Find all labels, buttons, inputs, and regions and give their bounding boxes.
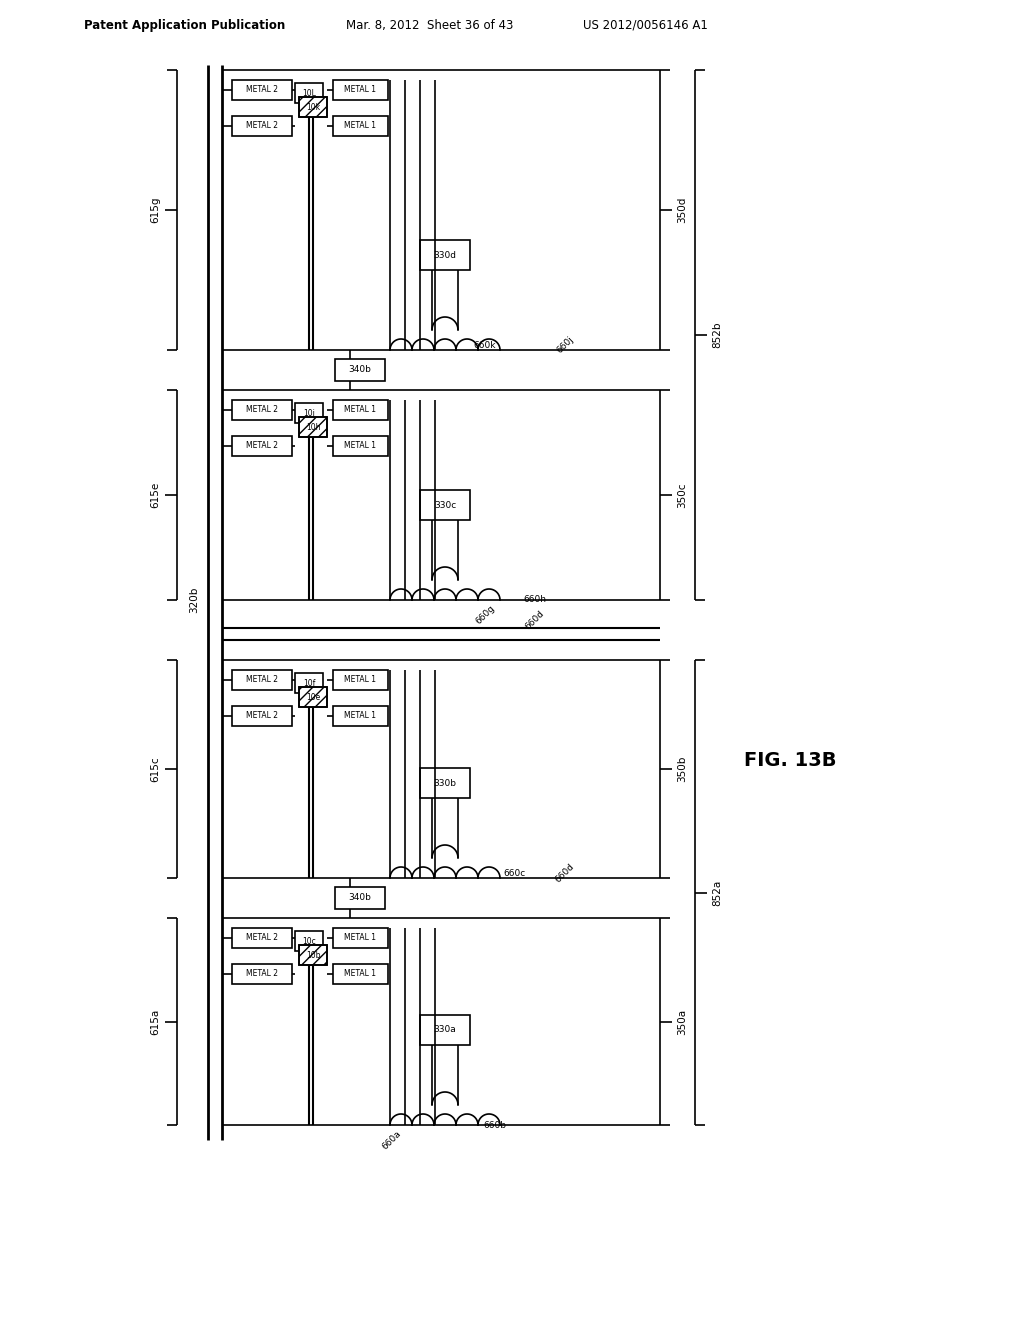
Bar <box>232 964 292 983</box>
Bar <box>299 945 327 965</box>
Bar <box>420 768 470 799</box>
Text: 350b: 350b <box>677 756 687 783</box>
Text: METAL 1: METAL 1 <box>344 441 377 450</box>
Bar <box>232 706 292 726</box>
Text: 350c: 350c <box>677 482 687 508</box>
Bar <box>333 436 388 455</box>
Text: METAL 2: METAL 2 <box>246 405 278 414</box>
Bar <box>420 240 470 271</box>
Text: 330b: 330b <box>433 779 457 788</box>
Bar <box>299 686 327 708</box>
Text: 340b: 340b <box>348 894 372 903</box>
Text: 330c: 330c <box>434 500 456 510</box>
Text: US 2012/0056146 A1: US 2012/0056146 A1 <box>583 18 708 32</box>
Text: METAL 2: METAL 2 <box>246 933 278 942</box>
Text: 10b: 10b <box>306 950 321 960</box>
Bar <box>232 400 292 420</box>
Text: 10i: 10i <box>303 408 315 417</box>
Bar <box>299 945 327 965</box>
Bar <box>295 673 323 693</box>
Bar <box>333 671 388 690</box>
Text: 615a: 615a <box>150 1008 160 1035</box>
Text: Patent Application Publication: Patent Application Publication <box>84 18 286 32</box>
Text: 320b: 320b <box>189 587 199 614</box>
Text: METAL 1: METAL 1 <box>344 676 377 685</box>
Text: 660g: 660g <box>474 603 497 626</box>
Text: 615g: 615g <box>150 197 160 223</box>
Text: 10k: 10k <box>306 103 321 111</box>
Bar <box>232 671 292 690</box>
Text: 10c: 10c <box>302 936 315 945</box>
Bar <box>333 116 388 136</box>
Text: 660b: 660b <box>483 1121 507 1130</box>
Text: 340b: 340b <box>348 366 372 375</box>
Bar <box>299 686 327 708</box>
Bar <box>232 928 292 948</box>
Text: 330d: 330d <box>433 251 457 260</box>
Bar <box>333 400 388 420</box>
Text: METAL 2: METAL 2 <box>246 86 278 95</box>
Text: 660c: 660c <box>504 869 526 878</box>
Text: 660d: 660d <box>523 609 547 631</box>
Bar <box>420 1015 470 1045</box>
Bar <box>299 96 327 117</box>
Bar <box>299 96 327 117</box>
Bar <box>333 81 388 100</box>
Bar <box>335 359 385 381</box>
Text: METAL 1: METAL 1 <box>344 405 377 414</box>
Text: 852a: 852a <box>712 879 722 906</box>
Text: METAL 2: METAL 2 <box>246 441 278 450</box>
Bar <box>232 116 292 136</box>
Text: METAL 1: METAL 1 <box>344 711 377 721</box>
Text: 350a: 350a <box>677 1008 687 1035</box>
Bar <box>295 403 323 422</box>
Text: METAL 1: METAL 1 <box>344 121 377 131</box>
Bar <box>232 436 292 455</box>
Text: 660h: 660h <box>523 595 547 605</box>
Bar <box>333 706 388 726</box>
Text: 615c: 615c <box>150 756 160 781</box>
Text: 660a: 660a <box>381 1129 403 1151</box>
Bar <box>295 931 323 950</box>
Text: METAL 1: METAL 1 <box>344 933 377 942</box>
Text: Mar. 8, 2012  Sheet 36 of 43: Mar. 8, 2012 Sheet 36 of 43 <box>346 18 514 32</box>
Text: 660j: 660j <box>555 335 575 355</box>
Bar <box>299 417 327 437</box>
Text: METAL 1: METAL 1 <box>344 86 377 95</box>
Text: 852b: 852b <box>712 322 722 348</box>
Bar <box>295 83 323 103</box>
Text: 350d: 350d <box>677 197 687 223</box>
Text: FIG. 13B: FIG. 13B <box>743 751 837 770</box>
Text: METAL 2: METAL 2 <box>246 676 278 685</box>
Text: METAL 1: METAL 1 <box>344 969 377 978</box>
Bar <box>420 490 470 520</box>
Text: 615e: 615e <box>150 482 160 508</box>
Text: METAL 2: METAL 2 <box>246 711 278 721</box>
Bar <box>232 81 292 100</box>
Text: 10L: 10L <box>302 88 316 98</box>
Text: 10e: 10e <box>306 693 321 701</box>
Bar <box>333 928 388 948</box>
Text: 10f: 10f <box>303 678 315 688</box>
Text: METAL 2: METAL 2 <box>246 121 278 131</box>
Text: 660d: 660d <box>554 862 577 884</box>
Text: METAL 2: METAL 2 <box>246 969 278 978</box>
Text: 330a: 330a <box>433 1026 457 1035</box>
Bar <box>335 887 385 909</box>
Text: 660k: 660k <box>474 341 497 350</box>
Text: 10h: 10h <box>306 422 321 432</box>
Bar <box>299 417 327 437</box>
Bar <box>333 964 388 983</box>
